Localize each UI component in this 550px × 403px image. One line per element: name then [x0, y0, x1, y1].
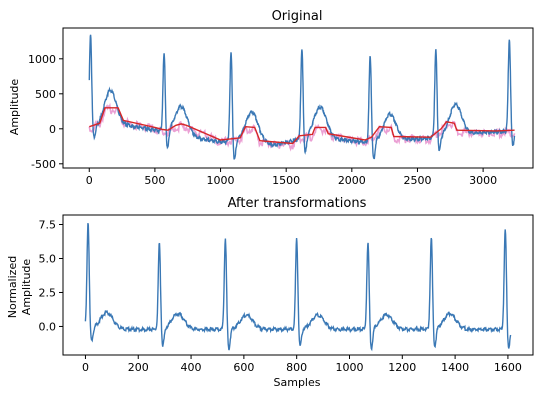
x-tick-label: 2500 — [403, 174, 431, 187]
y-tick-label: -500 — [31, 158, 56, 171]
x-tick-label: 1600 — [494, 361, 522, 374]
x-tick-label: 2000 — [338, 174, 366, 187]
x-tick-label: 800 — [286, 361, 307, 374]
signal-line — [84, 223, 512, 352]
signal-line — [88, 34, 516, 160]
axes-frame-original — [62, 27, 534, 169]
ylabel-after-line1: Normalized — [6, 256, 19, 318]
x-tick-label: 1500 — [272, 174, 300, 187]
x-tick-label: 500 — [144, 174, 165, 187]
x-tick-label: 0 — [82, 361, 89, 374]
x-tick-label: 400 — [181, 361, 202, 374]
chart-after-transformations: After transformations Normalized Amplitu… — [6, 196, 534, 389]
x-tick-label: 3000 — [469, 174, 497, 187]
baseline-line — [89, 107, 515, 145]
y-tick-label: 0.0 — [39, 320, 57, 333]
x-tick-label: 1400 — [441, 361, 469, 374]
ylabel-original: Amplitude — [8, 79, 21, 136]
y-tick-label: 5.0 — [39, 252, 57, 265]
title-original: Original — [272, 9, 323, 24]
title-after-transformations: After transformations — [228, 196, 367, 211]
x-tick-label: 0 — [86, 174, 93, 187]
axes-frame-after — [62, 214, 534, 356]
chart-original: Original Amplitude 0 500 1000 1500 2000 2500 3… — [8, 9, 534, 187]
ylabel-after-line2: Amplitude — [20, 259, 33, 316]
x-tick-label: 1000 — [207, 174, 235, 187]
y-tick-label: 1000 — [28, 53, 56, 66]
x-tick-label: 600 — [233, 361, 254, 374]
xlabel-samples: Samples — [274, 376, 321, 389]
y-tick-label: 2.5 — [39, 286, 57, 299]
y-tick-label: 500 — [35, 88, 56, 101]
x-tick-label: 1200 — [388, 361, 416, 374]
y-tick-label: 7.5 — [39, 219, 57, 232]
x-tick-label: 200 — [128, 361, 149, 374]
y-tick-label: 0 — [49, 123, 56, 136]
x-tick-label: 1000 — [335, 361, 363, 374]
